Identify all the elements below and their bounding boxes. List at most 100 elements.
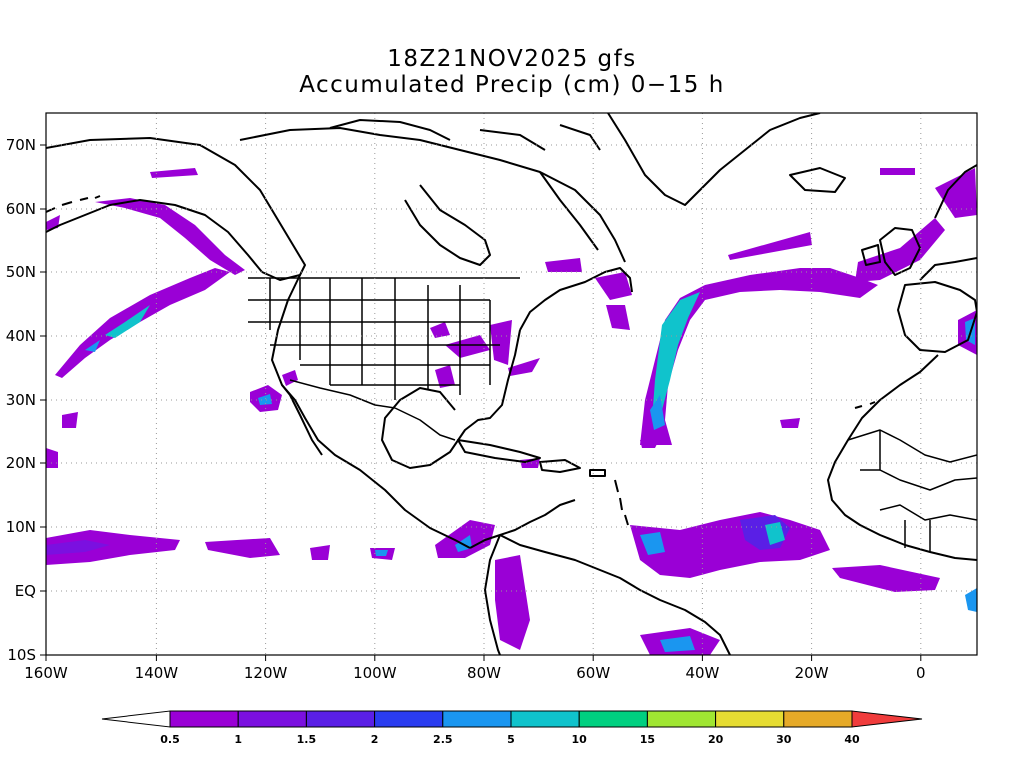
colorbar-label: 2 [371, 733, 379, 746]
coast-iceland [789, 167, 846, 193]
colorbar-label: 0.5 [160, 733, 180, 746]
colorbar-over-triangle [851, 710, 923, 728]
colorbar-boxes [169, 710, 853, 728]
lon-label-100w: 100W [353, 664, 397, 682]
precip-atlantic-front-core [652, 292, 700, 420]
coast-aleutians [46, 195, 101, 213]
lon-label-80w: 80W [467, 664, 501, 682]
lon-label-140w: 140W [135, 664, 179, 682]
precip-east-coast [490, 320, 512, 365]
precip-gabon [965, 588, 977, 612]
lon-label-120w: 120W [244, 664, 288, 682]
colorbar-label: 1 [234, 733, 242, 746]
title-line-date: 18Z21NOV2025 gfs [387, 46, 637, 72]
state-borders [248, 277, 520, 409]
precip-mid-atlantic-band [728, 232, 812, 260]
colorbar-box [237, 710, 307, 728]
coast-africa-nw [827, 354, 977, 561]
precip-hawaii [62, 412, 78, 428]
precip-ne-pacific-core [105, 305, 150, 338]
lat-label-40n: 40N [6, 327, 36, 345]
colorbar-box [510, 710, 580, 728]
coast-lesser-antilles [614, 479, 629, 526]
coast-hudson-bay [404, 184, 491, 266]
coast-canaries [854, 401, 876, 409]
precip-ne-pacific-core2 [85, 340, 100, 352]
precip-itcz-atlantic-core3 [765, 522, 785, 545]
precip-british-isles [855, 218, 945, 282]
border-mexico [394, 407, 456, 441]
lat-label-20n: 20N [6, 454, 36, 472]
lon-label-60w: 60W [576, 664, 610, 682]
colorbar-box [715, 710, 785, 728]
colorbar-labels: 0.5 1 1.5 2 2.5 5 10 15 20 30 40 [160, 733, 860, 746]
lat-label-30n: 30N [6, 391, 36, 409]
colorbar-box [783, 710, 853, 728]
precip-itcz-pacific3 [310, 545, 330, 560]
colorbar: 0.5 1 1.5 2 2.5 5 10 15 20 30 40 [101, 710, 923, 746]
lon-label-160w: 160W [24, 664, 68, 682]
coast-central-america [469, 499, 576, 549]
precip-nova-scotia [606, 305, 630, 330]
coast-baja [281, 384, 323, 456]
colorbar-box [169, 710, 239, 728]
colorbar-box [442, 710, 512, 728]
precip-ne-pacific-band [55, 268, 230, 378]
colorbar-label: 10 [572, 733, 588, 746]
colorbar-box [305, 710, 376, 728]
precip-amazon [495, 555, 530, 650]
precip-baja-core [258, 394, 272, 405]
precip-socal [282, 370, 298, 386]
precip-itcz-east-pacific [46, 530, 180, 565]
colorbar-label: 40 [844, 733, 860, 746]
colorbar-label: 30 [776, 733, 792, 746]
lat-label-60n: 60N [6, 200, 36, 218]
precip-southeast [435, 365, 455, 388]
africa-borders [847, 429, 977, 552]
grid-lines [46, 113, 977, 655]
lon-label-0: 0 [916, 664, 926, 682]
precip-brazil-core [660, 636, 695, 652]
precip-newfoundland [595, 272, 632, 300]
coast-cuba [457, 439, 541, 463]
precip-alaska-coast [95, 198, 245, 275]
precip-azores [780, 418, 800, 428]
coast-south-america-west [484, 534, 501, 655]
colorbar-box [646, 710, 717, 728]
coast-iberia [897, 281, 977, 353]
precip-gulf-guinea [832, 565, 940, 592]
coast-arctic-islands [329, 119, 601, 151]
colorbar-label: 5 [507, 733, 515, 746]
coast-us-east [519, 267, 633, 331]
coast-france [919, 257, 977, 281]
colorbar-label: 15 [640, 733, 655, 746]
lon-label-20w: 20W [795, 664, 829, 682]
precip-off-carolina [508, 358, 540, 376]
colorbar-box [578, 710, 648, 728]
precip-atlantic-front-core2 [650, 395, 665, 430]
lat-tick-labels: 70N 60N 50N 40N 30N 20N 10N EQ 10S [6, 136, 36, 664]
colorbar-under-triangle [101, 710, 171, 728]
precip-atlantic-small [640, 438, 660, 448]
coast-alaska [46, 137, 306, 281]
border-us-mexico [289, 379, 396, 409]
colorbar-label: 20 [708, 733, 724, 746]
precip-shading [46, 168, 977, 655]
lon-label-40w: 40W [685, 664, 719, 682]
precip-w-pacific [46, 448, 58, 468]
precip-itcz-atlantic-core2 [640, 532, 665, 555]
coast-ireland [861, 244, 881, 266]
axis-ticks [40, 144, 922, 661]
coastlines [46, 113, 977, 655]
plot-frame [45, 112, 978, 656]
colorbar-label: 2.5 [433, 733, 453, 746]
map-title: 18Z21NOV2025 gfs Accumulated Precip (cm)… [0, 46, 1024, 98]
coast-uk [879, 227, 921, 276]
lat-label-70n: 70N [6, 136, 36, 154]
lon-tick-labels: 160W 140W 120W 100W 80W 60W 40W 20W 0 [24, 664, 925, 682]
precip-norway [935, 168, 977, 218]
coast-hispaniola [539, 459, 581, 473]
coast-us-west [271, 274, 471, 549]
coast-south-america-north [499, 534, 731, 655]
colorbar-label: 1.5 [297, 733, 317, 746]
